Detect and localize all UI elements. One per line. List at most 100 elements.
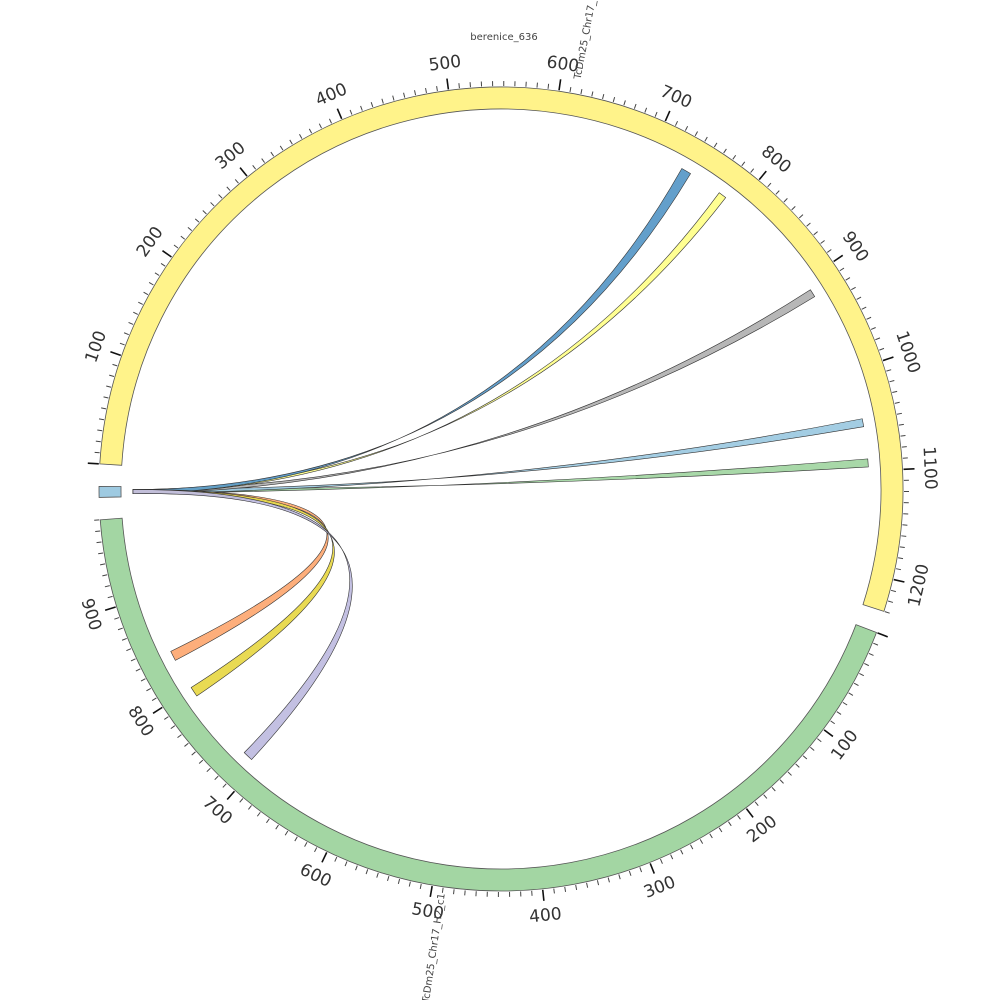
minor-tick <box>234 179 239 184</box>
minor-tick <box>387 875 390 882</box>
minor-tick <box>806 222 811 227</box>
minor-tick <box>580 89 583 95</box>
minor-tick <box>690 844 694 850</box>
minor-tick <box>376 872 379 878</box>
minor-tick <box>318 123 322 129</box>
minor-tick <box>355 865 358 871</box>
minor-tick <box>334 856 338 862</box>
minor-tick <box>842 701 848 706</box>
minor-tick <box>892 390 898 394</box>
minor-tick <box>754 801 759 806</box>
minor-tick <box>261 158 266 163</box>
minor-tick <box>408 881 411 887</box>
major-tick <box>823 729 834 738</box>
minor-tick <box>206 767 211 773</box>
minor-tick <box>381 98 384 104</box>
minor-tick <box>737 815 741 820</box>
minor-tick <box>117 627 123 631</box>
major-tick <box>446 78 450 90</box>
tick-label-tcdm25-chr17-h2-c1: 400 <box>528 904 562 927</box>
minor-tick <box>458 83 460 89</box>
minor-tick <box>870 327 876 330</box>
major-tick <box>833 254 844 263</box>
minor-tick <box>732 154 737 160</box>
minor-tick <box>226 186 231 191</box>
major-tick <box>541 889 545 901</box>
minor-tick <box>763 794 768 799</box>
minor-tick <box>659 858 663 864</box>
minor-tick <box>95 530 101 532</box>
ideogram-layer <box>98 86 904 892</box>
minor-tick <box>699 839 704 844</box>
label-layer: berenice_636 TcDm25_Chr17_H1TcDm25_Chr17… <box>421 0 601 1000</box>
minor-tick <box>895 568 902 571</box>
tick-label-tcdm25-chr17-h1: 900 <box>838 228 873 266</box>
tick-label-tcdm25-chr17-h2-c1: 100 <box>827 726 862 764</box>
minor-tick <box>173 244 179 249</box>
major-tick <box>336 108 343 120</box>
minor-tick <box>767 182 772 188</box>
minor-tick <box>718 827 723 833</box>
minor-tick <box>123 332 129 336</box>
minor-tick <box>154 272 160 276</box>
minor-tick <box>900 435 906 437</box>
minor-tick <box>360 105 363 111</box>
minor-tick <box>252 164 257 170</box>
link-layer <box>132 168 869 761</box>
ideogram-berenice-636 <box>98 485 122 498</box>
minor-tick <box>868 652 874 656</box>
minor-tick <box>607 877 610 883</box>
minor-tick <box>602 94 605 100</box>
major-tick <box>745 808 754 818</box>
tick-label-tcdm25-chr17-h1: 400 <box>313 79 351 110</box>
minor-tick <box>109 374 115 378</box>
minor-tick <box>875 337 881 341</box>
minor-tick <box>138 301 143 305</box>
minor-tick <box>633 103 637 109</box>
minor-tick <box>798 214 804 219</box>
minor-tick <box>728 821 732 827</box>
minor-tick <box>704 136 708 142</box>
minor-tick <box>741 161 746 167</box>
minor-tick <box>349 109 353 115</box>
tick-label-tcdm25-chr17-h2-c1: 900 <box>76 596 105 633</box>
minor-tick <box>896 412 903 415</box>
minor-tick <box>289 139 293 145</box>
minor-tick <box>569 86 572 93</box>
minor-tick <box>820 240 825 244</box>
minor-tick <box>102 574 108 577</box>
minor-tick <box>128 321 134 325</box>
minor-tick <box>879 347 885 351</box>
minor-tick <box>143 291 149 296</box>
minor-tick <box>830 720 835 725</box>
minor-tick <box>119 342 125 346</box>
major-tick <box>152 706 163 715</box>
minor-tick <box>866 316 872 320</box>
minor-tick <box>98 552 104 555</box>
major-tick <box>239 167 248 177</box>
minor-tick <box>848 692 854 696</box>
major-tick <box>110 350 122 357</box>
figure-title: berenice_636 <box>470 32 537 43</box>
minor-tick <box>270 151 275 157</box>
minor-tick <box>453 889 455 895</box>
minor-tick <box>890 589 897 593</box>
minor-tick <box>248 805 252 810</box>
link-ribbon-7 <box>132 489 335 697</box>
minor-tick <box>114 617 120 620</box>
minor-tick <box>214 775 219 781</box>
minor-tick <box>170 725 176 730</box>
minor-tick <box>126 648 132 652</box>
ideogram-tcdm25-chr17-h1 <box>99 86 904 612</box>
tick-label-tcdm25-chr17-h1: 500 <box>428 52 463 76</box>
minor-tick <box>709 833 713 839</box>
minor-tick <box>894 401 900 404</box>
tick-label-tcdm25-chr17-h2-c1: 300 <box>641 872 679 903</box>
major-tick <box>649 863 656 874</box>
minor-tick <box>670 854 674 860</box>
minor-tick <box>107 595 113 599</box>
minor-tick <box>365 869 369 875</box>
tick-label-tcdm25-chr17-h1: 1100 <box>918 446 940 490</box>
minor-tick <box>899 546 905 549</box>
minor-tick <box>112 363 118 367</box>
